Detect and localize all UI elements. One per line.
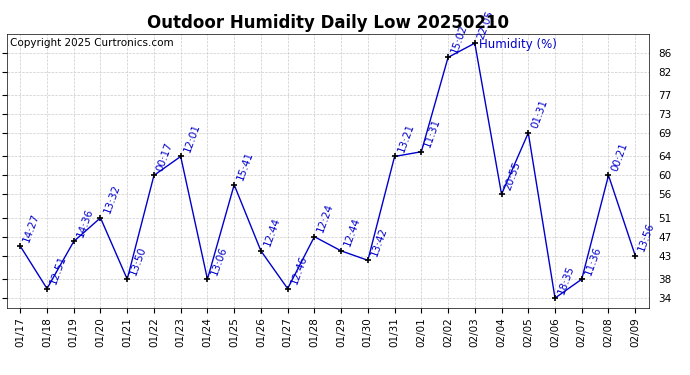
Text: 12:01: 12:01 — [182, 122, 201, 154]
Text: 20:55: 20:55 — [503, 160, 522, 192]
Text: 13:42: 13:42 — [369, 226, 389, 258]
Text: 11:31: 11:31 — [423, 117, 442, 149]
Title: Outdoor Humidity Daily Low 20250210: Outdoor Humidity Daily Low 20250210 — [147, 14, 509, 32]
Text: Humidity (%): Humidity (%) — [479, 38, 556, 51]
Text: 15:41: 15:41 — [235, 150, 255, 182]
Text: Copyright 2025 Curtronics.com: Copyright 2025 Curtronics.com — [10, 38, 174, 48]
Text: 01:31: 01:31 — [530, 99, 549, 130]
Text: 12:46: 12:46 — [289, 254, 308, 286]
Text: 13:56: 13:56 — [637, 221, 656, 253]
Text: 13:50: 13:50 — [128, 245, 148, 276]
Text: 12:24: 12:24 — [316, 202, 335, 234]
Text: 22:05: 22:05 — [476, 9, 496, 40]
Text: 13:06: 13:06 — [209, 245, 228, 276]
Text: 13:21: 13:21 — [396, 122, 415, 154]
Text: 18:35: 18:35 — [556, 264, 576, 295]
Text: 12:51: 12:51 — [48, 254, 68, 286]
Text: 12:44: 12:44 — [342, 216, 362, 248]
Text: 00:21: 00:21 — [610, 141, 629, 172]
Text: 11:36: 11:36 — [583, 244, 603, 276]
Text: 13:32: 13:32 — [102, 183, 121, 215]
Text: 15:02: 15:02 — [449, 23, 469, 55]
Text: 14:36: 14:36 — [75, 207, 95, 238]
Text: 12:44: 12:44 — [262, 216, 282, 248]
Text: 14:27: 14:27 — [21, 211, 41, 243]
Text: 00:17: 00:17 — [155, 141, 175, 172]
